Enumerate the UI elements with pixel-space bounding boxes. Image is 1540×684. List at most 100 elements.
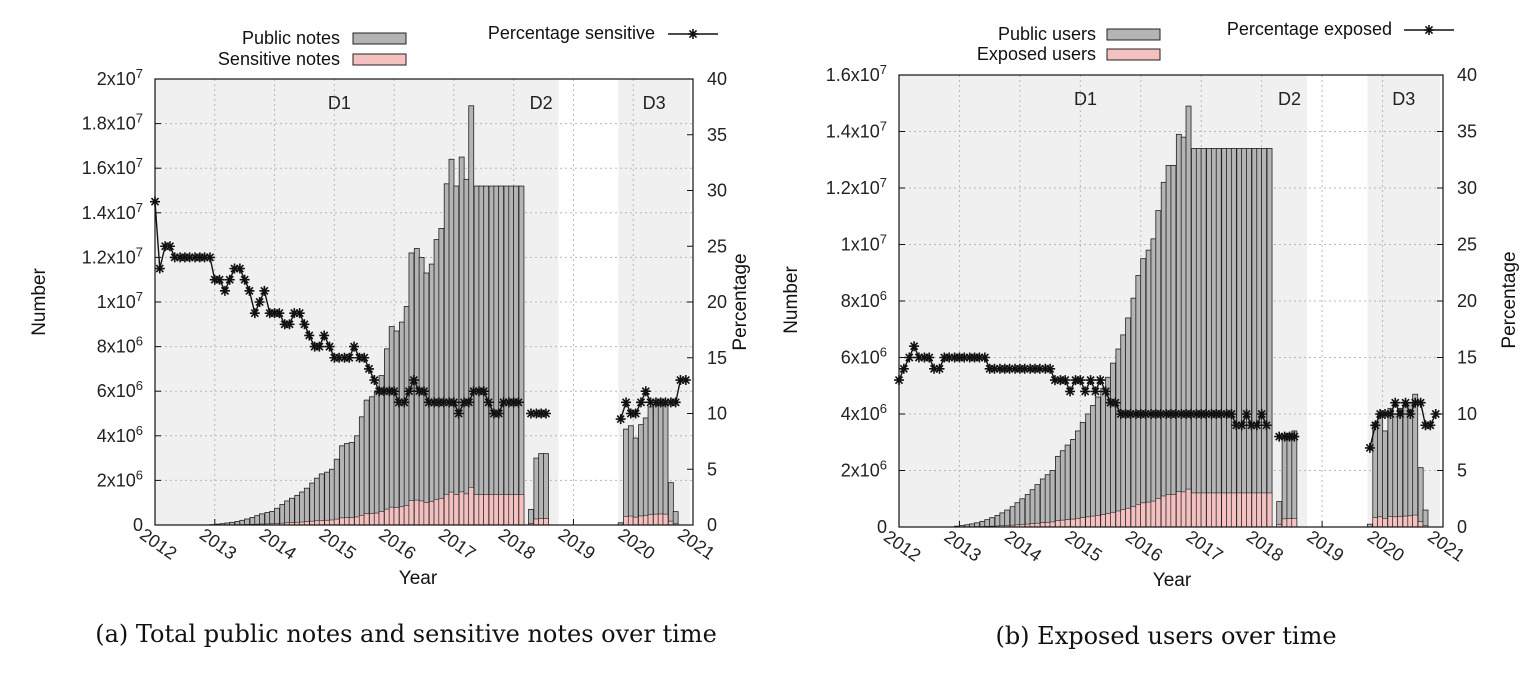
bar-public-users: [1195, 148, 1202, 528]
bar-sensitive-notes: [318, 520, 325, 526]
bar-public-notes: [538, 453, 545, 526]
x-tick-label: 2014: [1001, 526, 1045, 565]
y2-tick-label: 40: [707, 69, 727, 89]
bar-exposed-users: [1231, 492, 1237, 528]
line-marker: [1261, 420, 1272, 431]
bar-public-users: [1221, 148, 1228, 528]
bar-public-users: [1064, 444, 1071, 528]
x-tick-label: 2014: [256, 524, 300, 563]
bar-exposed-users: [1155, 498, 1162, 528]
bar-sensitive-notes: [458, 491, 465, 526]
bar-public-users: [1120, 334, 1127, 528]
bar-public-users: [1185, 105, 1192, 528]
bar-exposed-users: [1079, 517, 1086, 528]
bar-public-users: [1206, 148, 1212, 528]
line-marker: [1075, 375, 1086, 386]
y2-tick-label: 20: [707, 292, 727, 312]
bar-public-notes: [657, 401, 664, 526]
bar-exposed-users: [1176, 491, 1182, 528]
bar-public-notes: [468, 105, 475, 526]
bar-public-notes: [314, 477, 320, 526]
line-marker: [1060, 375, 1071, 386]
bar-public-notes: [303, 487, 310, 526]
bar-public-notes: [343, 443, 350, 526]
bar-public-users: [1160, 181, 1167, 528]
line-marker: [1385, 409, 1396, 419]
y2-tick-label: 35: [1457, 122, 1477, 142]
line-marker: [344, 352, 355, 363]
bar-exposed-users: [1206, 492, 1212, 528]
bar-public-users: [1246, 148, 1252, 528]
y-tick-label: 1.4x107: [826, 118, 887, 142]
bar-sensitive-notes: [468, 486, 475, 526]
line-marker: [1274, 431, 1285, 442]
bar-public-notes: [309, 482, 316, 526]
bar-exposed-users: [1392, 516, 1399, 528]
bar-public-notes: [478, 185, 485, 526]
bar-public-users: [1402, 405, 1409, 528]
line-marker: [934, 363, 945, 374]
line-marker: [289, 308, 300, 319]
bar-sensitive-notes: [628, 515, 634, 526]
line-marker: [1085, 375, 1096, 386]
bar-public-users: [1191, 148, 1197, 528]
bar-exposed-users: [1407, 515, 1414, 528]
line-marker: [259, 285, 270, 296]
bar-public-notes: [488, 185, 495, 526]
bar-exposed-users: [1291, 518, 1298, 528]
bar-public-users: [1165, 164, 1172, 528]
bar-sensitive-notes: [428, 501, 435, 526]
bar-public-users: [1261, 148, 1268, 528]
line-marker: [929, 363, 940, 374]
bar-public-notes: [403, 306, 410, 526]
bar-public-users: [1145, 249, 1152, 528]
bar-public-notes: [493, 185, 500, 526]
bar-exposed-users: [1064, 519, 1071, 528]
bar-exposed-users: [1195, 492, 1202, 528]
x-tick-label: 2017: [435, 524, 479, 563]
bar-public-users: [1135, 275, 1142, 528]
bar-exposed-users: [1170, 494, 1177, 528]
line-marker: [630, 408, 641, 419]
bar-exposed-users: [1105, 513, 1111, 528]
bar-sensitive-notes: [623, 516, 629, 526]
y2-tick-label: 10: [707, 404, 727, 424]
bar-public-notes: [339, 445, 345, 526]
bar-sensitive-notes: [403, 505, 410, 526]
line-marker: [419, 386, 429, 397]
bar-exposed-users: [1160, 495, 1167, 528]
bar-public-users: [979, 520, 986, 528]
figure-caption: (a) Total public notes and sensitive not…: [95, 620, 717, 648]
line-marker: [389, 386, 400, 397]
line-marker: [913, 352, 924, 363]
bar-exposed-users: [1377, 516, 1383, 528]
line-marker: [1246, 420, 1257, 431]
bar-public-notes: [279, 504, 286, 526]
bar-exposed-users: [1110, 511, 1116, 528]
y2-tick-label: 0: [707, 515, 717, 535]
bar-public-users: [1417, 467, 1424, 528]
legend-label: Sensitive notes: [218, 49, 340, 69]
bar-sensitive-notes: [423, 502, 430, 526]
bar-public-notes: [254, 515, 261, 526]
bar-exposed-users: [1120, 509, 1127, 528]
y-tick-label: 1.4x107: [82, 199, 143, 223]
line-marker: [254, 297, 265, 307]
bar-exposed-users: [1397, 516, 1403, 528]
region-label-d2: D2: [530, 93, 553, 113]
bar-sensitive-notes: [642, 515, 649, 526]
bar-sensitive-notes: [348, 517, 355, 526]
line-marker: [294, 308, 305, 319]
bar-public-users: [1110, 362, 1116, 528]
line-marker: [1226, 409, 1237, 419]
bar-public-notes: [433, 239, 440, 526]
bar-exposed-users: [1165, 494, 1172, 528]
bar-public-notes: [483, 185, 490, 526]
x-axis-label: Year: [399, 568, 438, 589]
x-tick-label: 2017: [1182, 526, 1226, 565]
bar-sensitive-notes: [438, 498, 445, 526]
line-marker: [369, 375, 380, 386]
y2-tick-label: 0: [1457, 517, 1467, 537]
line-marker: [478, 386, 489, 397]
line-marker: [299, 319, 310, 330]
